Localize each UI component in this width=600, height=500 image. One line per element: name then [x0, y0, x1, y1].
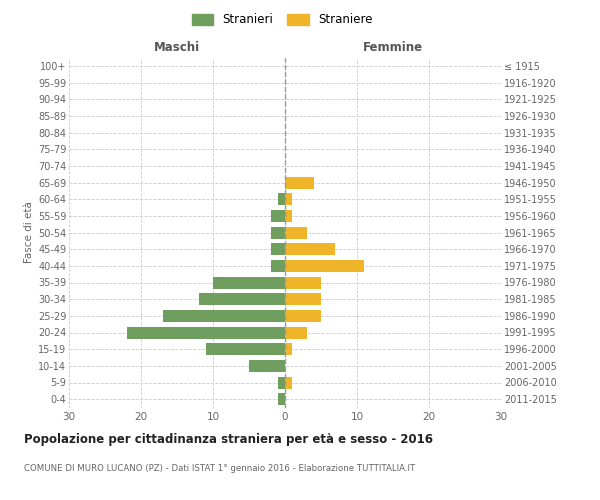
Legend: Stranieri, Straniere: Stranieri, Straniere	[191, 14, 373, 26]
Bar	[271, 260, 285, 272]
Text: Popolazione per cittadinanza straniera per età e sesso - 2016: Popolazione per cittadinanza straniera p…	[24, 432, 433, 446]
Bar	[271, 226, 285, 238]
Y-axis label: Anni di nascita: Anni di nascita	[598, 194, 600, 271]
Bar	[285, 310, 321, 322]
Bar	[278, 376, 285, 388]
Text: Femmine: Femmine	[363, 41, 423, 54]
Bar	[127, 326, 285, 338]
Bar	[285, 260, 364, 272]
Bar	[249, 360, 285, 372]
Bar	[278, 393, 285, 405]
Bar	[285, 176, 314, 188]
Y-axis label: Fasce di età: Fasce di età	[23, 202, 34, 264]
Bar	[199, 293, 285, 305]
Bar	[271, 243, 285, 255]
Bar	[285, 226, 307, 238]
Bar	[163, 310, 285, 322]
Text: COMUNE DI MURO LUCANO (PZ) - Dati ISTAT 1° gennaio 2016 - Elaborazione TUTTITALI: COMUNE DI MURO LUCANO (PZ) - Dati ISTAT …	[24, 464, 415, 473]
Bar	[285, 293, 321, 305]
Text: Maschi: Maschi	[154, 41, 200, 54]
Bar	[285, 193, 292, 205]
Bar	[206, 343, 285, 355]
Bar	[285, 276, 321, 288]
Bar	[285, 376, 292, 388]
Bar	[278, 193, 285, 205]
Bar	[271, 210, 285, 222]
Bar	[285, 343, 292, 355]
Bar	[285, 326, 307, 338]
Bar	[285, 243, 335, 255]
Bar	[213, 276, 285, 288]
Bar	[285, 210, 292, 222]
